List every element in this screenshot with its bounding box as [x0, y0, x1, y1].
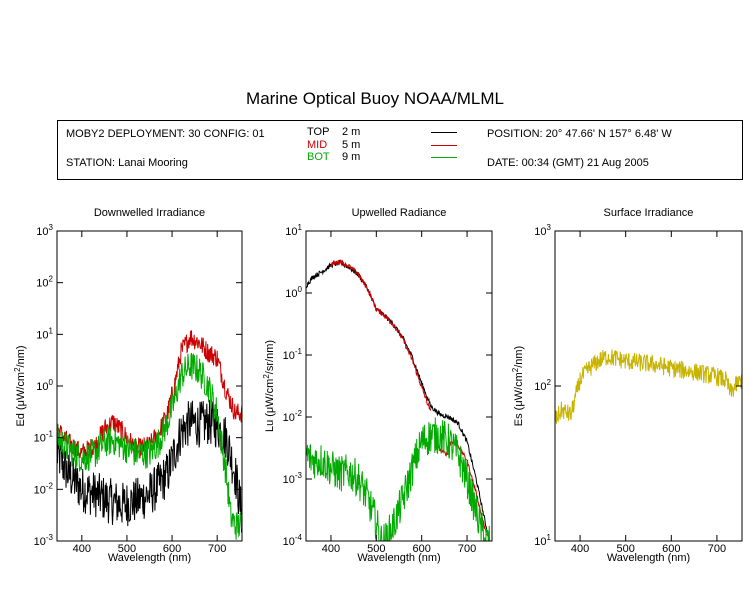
- chart-panel-2: Upwelled Radiance 10-4 10-3 10-2 10-1 100 101 4…: [262, 207, 493, 564]
- y-tick-label: 10-3: [34, 533, 54, 548]
- series-line-bot: [306, 417, 491, 541]
- y-tick-label: 102: [36, 275, 53, 290]
- x-tick-label: 600: [413, 543, 431, 555]
- x-tick-label: 500: [617, 543, 635, 555]
- deployment-label: MOBY2 DEPLOYMENT: 30 CONFIG: 01: [66, 128, 265, 140]
- y-tick-label: 103: [36, 223, 53, 238]
- x-axis-label: Wavelength (nm): [108, 552, 191, 564]
- y-tick-label: 101: [285, 223, 302, 238]
- legend-item-bot: BOT 9 m: [307, 151, 457, 163]
- plot-frame: [305, 230, 493, 542]
- legend-depth: 5 m: [342, 139, 361, 151]
- legend-item-mid: MID 5 m: [307, 139, 457, 151]
- x-axis-label: Wavelength (nm): [357, 552, 440, 564]
- station-label: STATION: Lanai Mooring: [66, 157, 188, 169]
- legend-name: TOP: [307, 126, 330, 138]
- y-tick-label: 10-2: [34, 481, 54, 496]
- chart-title: Upwelled Radiance: [352, 207, 447, 219]
- series-line-top: [57, 399, 242, 533]
- legend-line: [431, 132, 457, 133]
- y-tick-label: 10-1: [34, 430, 54, 445]
- x-tick-label: 700: [208, 543, 226, 555]
- position-label: POSITION: 20° 47.66' N 157° 6.48' W: [487, 128, 672, 140]
- x-axis-label: Wavelength (nm): [607, 552, 690, 564]
- x-tick-label: 500: [367, 543, 385, 555]
- chart-title: Downwelled Irradiance: [94, 207, 205, 219]
- y-tick-label: 100: [36, 378, 53, 393]
- legend-name: BOT: [307, 151, 330, 163]
- x-tick-label: 400: [73, 543, 91, 555]
- y-tick-label: 10-2: [283, 409, 303, 424]
- y-axis-label: Ed (μW/cm2/nm): [13, 345, 27, 426]
- legend-item-top: TOP 2 m: [307, 126, 457, 138]
- y-tick-label: 102: [534, 378, 551, 393]
- y-axis-label: Lu (μW/cm2/sr/nm): [262, 340, 276, 432]
- y-tick-label: 100: [285, 285, 302, 300]
- y-tick-label: 10-3: [283, 471, 303, 486]
- plot-frame: [554, 230, 743, 542]
- x-tick-label: 700: [458, 543, 476, 555]
- legend-line: [431, 157, 457, 158]
- legend-line: [431, 145, 457, 146]
- x-tick-label: 400: [322, 543, 340, 555]
- series-line-es: [555, 349, 742, 424]
- series-line-bot: [57, 352, 242, 540]
- date-label: DATE: 00:34 (GMT) 21 Aug 2005: [487, 157, 649, 169]
- legend-depth: 9 m: [342, 151, 361, 163]
- chart-panel-1: Downwelled Irradiance 10-3 10-2 10-1 100 101 1…: [13, 207, 243, 564]
- y-tick-label: 10-4: [283, 533, 303, 548]
- y-tick-label: 10-1: [283, 347, 303, 362]
- deployment-info-box: MOBY2 DEPLOYMENT: 30 CONFIG: 01 STATION:…: [57, 120, 743, 180]
- y-tick-label: 101: [36, 326, 53, 341]
- x-tick-label: 500: [118, 543, 136, 555]
- x-tick-label: 700: [708, 543, 726, 555]
- series-line-top: [306, 259, 491, 541]
- x-tick-label: 400: [571, 543, 589, 555]
- page-title: Marine Optical Buoy NOAA/MLML: [246, 89, 504, 108]
- y-tick-label: 103: [534, 223, 551, 238]
- series-line-mid: [330, 259, 432, 411]
- legend-name: MID: [307, 139, 328, 151]
- chart-panel-3: Surface Irradiance 101 102 103 400 500 600 700 W…: [511, 207, 743, 564]
- legend-depth: 2 m: [342, 126, 361, 138]
- x-tick-label: 600: [163, 543, 181, 555]
- y-axis-label: Es (μW/cm2/nm): [511, 346, 525, 426]
- x-tick-label: 600: [662, 543, 680, 555]
- chart-title: Surface Irradiance: [604, 207, 694, 219]
- y-tick-label: 101: [534, 533, 551, 548]
